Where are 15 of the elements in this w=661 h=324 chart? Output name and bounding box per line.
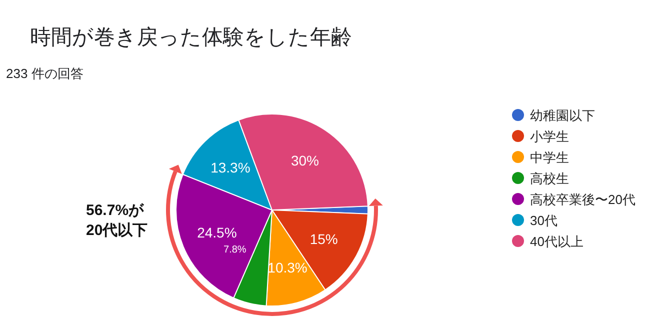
data-label: 13.3% — [210, 159, 250, 176]
legend-label: 中学生 — [530, 150, 569, 165]
text: 56.7%が 20代以下 — [86, 202, 148, 239]
chart-title: 時間が巻き戻った体験をした年齢 — [30, 26, 352, 49]
legend-label: 30代 — [530, 213, 558, 228]
text: 7.8% — [224, 244, 246, 256]
data-label: 24.5% — [197, 224, 237, 241]
data-label: 30% — [290, 152, 320, 168]
legend-label: 40代以上 — [530, 234, 584, 249]
text: 233 件の回答 — [6, 66, 84, 81]
legend-label: 高校卒業後〜20代 — [530, 192, 636, 207]
legend-label: 高校生 — [530, 171, 569, 186]
legend-label: 幼稚園以下 — [530, 108, 595, 123]
data-label: 15% — [310, 231, 338, 248]
legend-label: 小学生 — [530, 129, 569, 144]
